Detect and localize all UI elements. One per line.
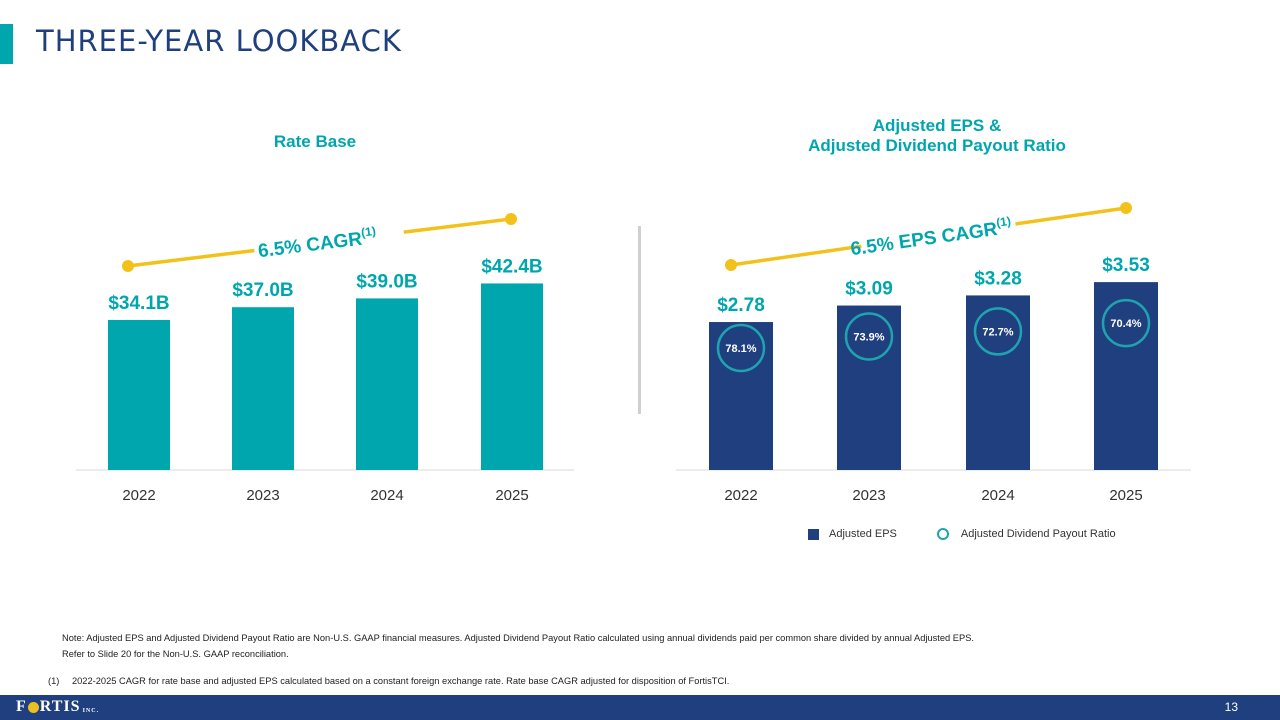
chart-1-tick-label-2025: 2025: [1109, 487, 1142, 504]
eps-chart-title: Adjusted EPS & Adjusted Dividend Payout …: [737, 116, 1137, 156]
chart-1-cagr-line-left: [730, 244, 862, 267]
eps-chart-title-line2: Adjusted Dividend Payout Ratio: [808, 136, 1066, 155]
chart-0-cagr-end-dot: [505, 213, 517, 225]
chart-1-tick-label-2023: 2023: [852, 487, 885, 504]
chart-1-bar-2024: [966, 295, 1030, 470]
footnote-text: 2022-2025 CAGR for rate base and adjuste…: [71, 676, 730, 686]
page-number: 13: [1224, 700, 1238, 714]
chart-1-payout-ring-2024: [973, 307, 1023, 356]
eps-legend: Adjusted EPS Adjusted Dividend Payout Ra…: [808, 528, 1116, 540]
rate-base-chart-title: Rate Base: [273, 132, 357, 151]
chart-1-cagr-line-right: [1015, 206, 1127, 226]
chart-0-bar-2022: [108, 319, 170, 470]
chart-1-cagr-label: 6.5% EPS CAGR(1): [849, 214, 1013, 260]
chart-divider: [638, 226, 641, 414]
chart-0-data-label-2022: $34.1B: [108, 293, 169, 314]
chart-1-data-label-2022: $2.78: [717, 295, 765, 316]
chart-1-payout-ring-2022: [716, 323, 766, 373]
legend-swatch-adjusted-eps: [808, 528, 819, 540]
chart-0-tick-label-2022: 2022: [122, 487, 155, 504]
chart-0-cagr-label: 6.5% CAGR(1): [257, 224, 378, 262]
chart-0-data-label-2024: $39.0B: [356, 271, 417, 292]
legend-label-payout-ratio: Adjusted Dividend Payout Ratio: [960, 528, 1116, 540]
footer-bar: F RTIS INC. 13: [0, 695, 1280, 720]
chart-1-cagr-superscript: (1): [995, 214, 1011, 230]
chart-1-payout-label-2023: 73.9%: [853, 332, 884, 344]
chart-1-payout-ring-2023: [844, 312, 894, 361]
chart-0-cagr-start-dot: [122, 260, 134, 272]
legend-label-adjusted-eps: Adjusted EPS: [829, 528, 897, 540]
page-title: THREE-YEAR LOOKBACK: [36, 24, 402, 58]
chart-1-payout-ring-2025: [1101, 298, 1151, 348]
chart-1-bar-2025: [1094, 282, 1158, 470]
eps-chart-title-line1: Adjusted EPS &: [872, 116, 1002, 135]
note-text: Note: Adjusted EPS and Adjusted Dividend…: [62, 630, 1212, 662]
logo-text-b: RTIS: [39, 698, 81, 715]
chart-0-cagr-superscript: (1): [360, 224, 376, 240]
chart-1-bar-2023: [837, 305, 901, 470]
chart-1-cagr-end-dot: [1120, 202, 1132, 214]
chart-0-tick-label-2024: 2024: [370, 487, 403, 504]
legend-ring-payout-ratio: [936, 528, 949, 540]
chart-0-cagr-line-left: [127, 248, 255, 268]
fortis-logo: F RTIS INC.: [16, 698, 99, 716]
chart-1-tick-label-2022: 2022: [724, 487, 757, 504]
chart-1-tick-label-2024: 2024: [981, 487, 1014, 504]
chart-1-payout-label-2024: 72.7%: [982, 326, 1013, 338]
note-line-1: Note: Adjusted EPS and Adjusted Dividend…: [62, 633, 974, 643]
chart-0-data-label-2023: $37.0B: [232, 280, 293, 301]
chart-0-cagr-line-right: [403, 217, 512, 234]
logo-sun-icon: [27, 701, 39, 713]
chart-0-tick-label-2023: 2023: [246, 487, 279, 504]
chart-0-tick-label-2025: 2025: [495, 487, 528, 504]
chart-1-cagr-label-text: 6.5% EPS CAGR: [849, 219, 999, 260]
chart-1-payout-label-2022: 78.1%: [725, 343, 756, 355]
title-accent-bar: [0, 24, 13, 64]
chart-0-bar-2023: [232, 307, 294, 470]
note-line-2: Refer to Slide 20 for the Non-U.S. GAAP …: [62, 649, 289, 659]
logo-suffix: INC.: [82, 708, 100, 714]
chart-1-data-label-2023: $3.09: [845, 279, 893, 300]
footnote: (1) 2022-2025 CAGR for rate base and adj…: [48, 676, 729, 686]
chart-1-data-label-2025: $3.53: [1102, 255, 1150, 276]
footnote-marker: (1): [48, 676, 60, 686]
chart-1-bar-2022: [709, 322, 773, 470]
chart-1-cagr-start-dot: [725, 259, 737, 271]
chart-0-bar-2025: [481, 283, 543, 470]
chart-0-cagr-label-text: 6.5% CAGR: [257, 229, 364, 263]
chart-0-data-label-2025: $42.4B: [481, 256, 542, 277]
chart-1-payout-label-2025: 70.4%: [1110, 318, 1141, 330]
chart-1-data-label-2024: $3.28: [974, 268, 1022, 289]
chart-0-bar-2024: [356, 298, 418, 470]
logo-text-a: F: [16, 698, 27, 715]
